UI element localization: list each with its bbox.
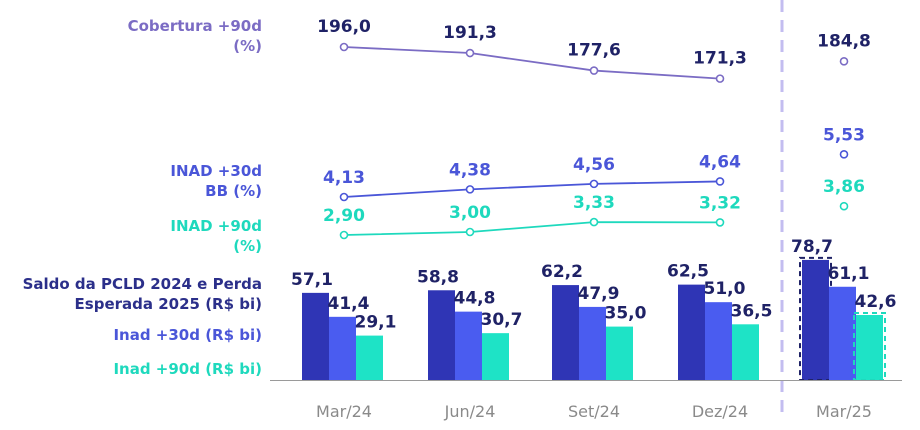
bar-inad30_bi	[829, 286, 856, 380]
row-label-inad90: (%)	[233, 237, 262, 255]
row-label-inad90: INAD +90d	[170, 217, 262, 235]
value-label-inad90: 3,32	[699, 193, 741, 213]
value-label-inad90: 3,00	[449, 203, 491, 223]
value-label-inad30_bi: 61,1	[828, 264, 870, 284]
x-tick-label: Dez/24	[692, 402, 748, 421]
point-inad30_bb	[715, 177, 725, 186]
value-label-inad90: 2,90	[323, 206, 365, 226]
value-label-cobertura: 171,3	[693, 49, 747, 69]
value-label-saldo: 62,5	[667, 262, 709, 282]
point-cobertura	[589, 66, 599, 75]
row-label-inad30_bb: BB (%)	[205, 182, 262, 200]
row-label-inad90_bi: Inad +90d (R$ bi)	[113, 360, 262, 378]
line-cobertura	[343, 46, 721, 80]
value-label-cobertura: 191,3	[443, 23, 497, 43]
bar-inad90_bi	[356, 335, 383, 380]
row-label-cobertura: (%)	[233, 37, 262, 55]
point-cobertura	[715, 74, 725, 83]
row-label-saldo: Esperada 2025 (R$ bi)	[75, 295, 262, 313]
value-label-inad30_bb: 4,38	[449, 160, 491, 180]
value-label-inad30_bb: 5,53	[823, 125, 865, 145]
bar-saldo	[302, 292, 329, 380]
line-inad30_bb	[343, 180, 721, 198]
point-inad30_bb	[839, 150, 849, 159]
bar-inad30_bi	[705, 302, 732, 380]
x-tick-label: Jun/24	[444, 402, 496, 421]
bar-saldo	[802, 259, 829, 380]
bar-inad90_bi	[732, 324, 759, 380]
point-inad90	[339, 230, 349, 240]
value-label-inad90_bi: 36,5	[731, 301, 773, 321]
value-label-inad30_bb: 4,64	[699, 152, 741, 172]
x-tick-label: Mar/24	[316, 402, 372, 421]
row-label-inad30_bi: Inad +30d (R$ bi)	[113, 326, 262, 344]
point-inad90	[839, 201, 849, 211]
bar-inad90_bi	[606, 326, 633, 380]
value-label-inad90_bi: 42,6	[855, 292, 897, 312]
x-tick-label: Set/24	[568, 402, 620, 421]
value-label-inad30_bi: 47,9	[578, 284, 620, 304]
bar-inad30_bi	[455, 311, 482, 380]
value-label-saldo: 78,7	[791, 237, 833, 257]
bar-inad30_bi	[329, 316, 356, 380]
bar-inad30_bi	[579, 306, 606, 380]
point-inad90	[589, 217, 599, 227]
value-label-inad90_bi: 35,0	[605, 304, 647, 324]
value-label-inad90_bi: 30,7	[481, 310, 523, 330]
point-cobertura	[339, 42, 349, 52]
point-cobertura	[465, 48, 475, 58]
value-label-cobertura: 177,6	[567, 41, 621, 61]
x-tick-label: Mar/25	[816, 402, 872, 421]
bar-inad90_bi	[856, 314, 883, 380]
value-label-inad30_bi: 51,0	[704, 279, 746, 299]
value-label-inad90_bi: 29,1	[355, 313, 397, 333]
value-label-inad30_bb: 4,13	[323, 168, 365, 188]
value-label-inad30_bi: 41,4	[328, 294, 370, 314]
row-label-inad30_bb: INAD +30d	[170, 162, 262, 180]
value-label-saldo: 58,8	[417, 267, 459, 287]
point-inad90	[715, 218, 725, 227]
point-cobertura	[839, 57, 849, 66]
value-label-inad90: 3,86	[823, 177, 865, 197]
bar-highlight-inad90_bi	[853, 311, 886, 381]
value-label-cobertura: 196,0	[317, 17, 371, 37]
line-inad90	[343, 221, 721, 236]
value-label-saldo: 57,1	[291, 270, 333, 290]
bar-inad90_bi	[482, 333, 509, 380]
row-label-cobertura: Cobertura +90d	[128, 17, 262, 35]
value-label-cobertura: 184,8	[817, 31, 871, 51]
value-label-saldo: 62,2	[541, 262, 583, 282]
value-label-inad90: 3,33	[573, 193, 615, 213]
point-inad30_bb	[465, 185, 475, 194]
bar-saldo	[678, 284, 705, 380]
point-inad30_bb	[589, 179, 599, 189]
value-label-inad30_bi: 44,8	[454, 289, 496, 309]
bar-saldo	[428, 290, 455, 380]
value-label-inad30_bb: 4,56	[573, 155, 615, 175]
point-inad90	[465, 227, 475, 237]
row-label-saldo: Saldo da PCLD 2024 e Perda	[23, 275, 262, 293]
point-inad30_bb	[339, 192, 349, 202]
bar-saldo	[552, 285, 579, 380]
